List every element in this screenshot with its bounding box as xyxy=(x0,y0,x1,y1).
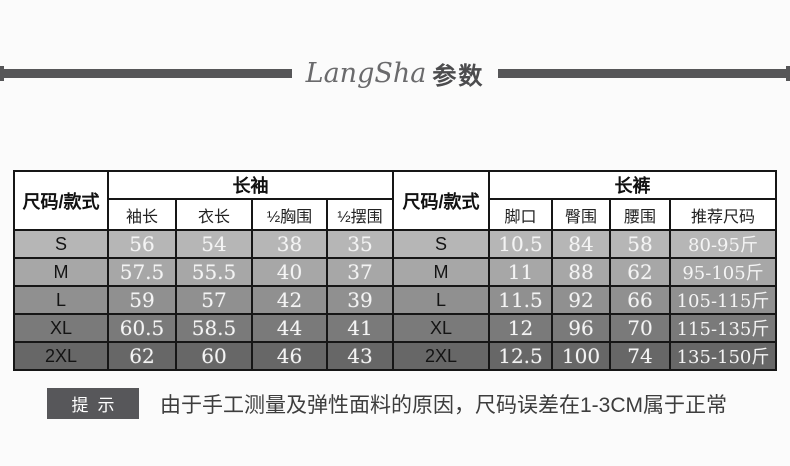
cell-half-hem: 39 xyxy=(326,285,394,315)
table-row-2xl: 2XL 62 60 46 43 2XL 12.5 100 74 135-150斤 xyxy=(13,341,777,371)
cell-hip: 100 xyxy=(551,341,611,371)
cell-garment-length: 55.5 xyxy=(175,257,253,287)
col-header-leg-opening: 脚口 xyxy=(488,198,553,231)
cell-half-hem: 41 xyxy=(326,313,394,343)
cell-half-bust: 42 xyxy=(251,285,328,315)
col-header-hip: 臀围 xyxy=(551,198,611,231)
title-rule-left xyxy=(4,68,292,78)
cell-garment-length: 54 xyxy=(175,229,253,259)
note-badge: 提示 xyxy=(47,388,139,419)
col-header-half-hem: ½摆围 xyxy=(326,198,394,231)
group-header-sleeve: 长袖 xyxy=(107,170,394,200)
table-row-s: S 56 54 38 35 S 10.5 84 58 80-95斤 xyxy=(13,229,777,259)
cell-leg-opening: 10.5 xyxy=(488,229,553,259)
cell-waist: 66 xyxy=(609,285,671,315)
size-label: S xyxy=(13,229,109,259)
rule-endcap-left xyxy=(0,65,4,81)
measurement-note: 提示 由于手工测量及弹性面料的原因，尺码误差在1-3CM属于正常 xyxy=(47,388,727,419)
size-label: XL xyxy=(13,313,109,343)
cell-waist: 58 xyxy=(609,229,671,259)
col-header-waist: 腰围 xyxy=(609,198,671,231)
size-label: 2XL xyxy=(392,341,490,371)
col-header-half-bust: ½胸围 xyxy=(251,198,328,231)
cell-sleeve-length: 59 xyxy=(107,285,177,315)
cell-sleeve-length: 56 xyxy=(107,229,177,259)
section-title: LangSha 参数 xyxy=(0,56,790,90)
table-row-xl: XL 60.5 58.5 44 41 XL 12 96 70 115-135斤 xyxy=(13,313,777,343)
cell-sleeve-length: 62 xyxy=(107,341,177,371)
cell-recommended-size: 80-95斤 xyxy=(669,229,777,259)
corner-header-right: 尺码/款式 xyxy=(392,170,490,231)
page-title: 参数 xyxy=(432,62,485,90)
cell-hip: 84 xyxy=(551,229,611,259)
cell-recommended-size: 115-135斤 xyxy=(669,313,777,343)
table-row-m: M 57.5 55.5 40 37 M 11 88 62 95-105斤 xyxy=(13,257,777,287)
cell-sleeve-length: 60.5 xyxy=(107,313,177,343)
cell-half-bust: 46 xyxy=(251,341,328,371)
table-header-columns-row: 袖长 衣长 ½胸围 ½摆围 脚口 臀围 腰围 推荐尺码 xyxy=(14,198,777,231)
brand-name: LangSha xyxy=(305,57,427,89)
cell-garment-length: 57 xyxy=(175,285,253,315)
cell-recommended-size: 135-150斤 xyxy=(669,341,777,371)
cell-half-bust: 44 xyxy=(251,313,328,343)
title-rule-right xyxy=(498,68,786,78)
cell-half-hem: 37 xyxy=(326,257,394,287)
cell-garment-length: 60 xyxy=(175,341,253,371)
corner-header-left: 尺码/款式 xyxy=(13,170,109,231)
cell-waist: 70 xyxy=(609,313,671,343)
size-label: L xyxy=(392,285,490,315)
cell-hip: 88 xyxy=(551,257,611,287)
size-label: 2XL xyxy=(13,341,109,371)
cell-sleeve-length: 57.5 xyxy=(107,257,177,287)
cell-leg-opening: 12 xyxy=(488,313,553,343)
size-label: L xyxy=(13,285,109,315)
size-label: S xyxy=(392,229,490,259)
group-header-pants: 长裤 xyxy=(488,170,777,200)
cell-leg-opening: 12.5 xyxy=(488,341,553,371)
cell-hip: 96 xyxy=(551,313,611,343)
cell-leg-opening: 11 xyxy=(488,257,553,287)
cell-half-bust: 40 xyxy=(251,257,328,287)
cell-half-hem: 35 xyxy=(326,229,394,259)
cell-waist: 74 xyxy=(609,341,671,371)
col-header-sleeve-length: 袖长 xyxy=(107,198,177,231)
cell-waist: 62 xyxy=(609,257,671,287)
cell-recommended-size: 105-115斤 xyxy=(669,285,777,315)
rule-endcap-right xyxy=(786,65,790,81)
table-row-l: L 59 57 42 39 L 11.5 92 66 105-115斤 xyxy=(13,285,777,315)
table-header-group-row: 尺码/款式 长袖 尺码/款式 长裤 xyxy=(13,170,777,231)
size-label: M xyxy=(392,257,490,287)
size-label: M xyxy=(13,257,109,287)
cell-hip: 92 xyxy=(551,285,611,315)
cell-recommended-size: 95-105斤 xyxy=(669,257,777,287)
note-text: 由于手工测量及弹性面料的原因，尺码误差在1-3CM属于正常 xyxy=(160,393,728,417)
cell-leg-opening: 11.5 xyxy=(488,285,553,315)
col-header-recommended-size: 推荐尺码 xyxy=(669,198,777,231)
cell-half-hem: 43 xyxy=(326,341,394,371)
size-label: XL xyxy=(392,313,490,343)
cell-half-bust: 38 xyxy=(251,229,328,259)
cell-garment-length: 58.5 xyxy=(175,313,253,343)
size-chart-table: 尺码/款式 长袖 尺码/款式 长裤 袖长 衣长 ½胸围 ½摆围 脚口 臀围 腰围… xyxy=(13,170,777,371)
col-header-garment-length: 衣长 xyxy=(175,198,253,231)
